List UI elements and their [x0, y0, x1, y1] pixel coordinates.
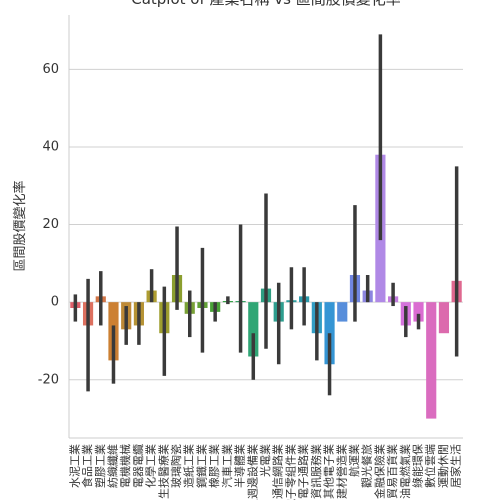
x-tick-label: 資訊服務業 — [309, 444, 323, 499]
x-tick-label: 玻璃陶瓷 — [169, 444, 183, 488]
x-tick-label: 造紙工業 — [182, 444, 196, 488]
x-tick-label: 通信網路業 — [271, 444, 285, 499]
bar — [248, 302, 259, 357]
x-tick-label: 數位雲端 — [423, 444, 437, 488]
x-tick-label: 半導體業 — [233, 444, 247, 488]
x-tick-label: 金融保險業 — [372, 444, 386, 499]
x-tick-label: 化學工業 — [144, 444, 158, 488]
x-tick-label: 觀光餐旅 — [360, 444, 374, 488]
x-tick-label: 居家生活 — [449, 444, 463, 488]
x-tick-label: 電器電纜 — [131, 444, 145, 488]
y-tick-label: 60 — [42, 62, 59, 77]
x-tick-label: 其他電子業 — [323, 444, 336, 499]
x-tick-label: 汽車工業 — [220, 444, 234, 488]
x-tick-label: 電腦及週邊設備業 — [245, 444, 259, 500]
bar — [438, 302, 450, 334]
y-tick-label: 20 — [42, 217, 59, 232]
x-tick-label: 航運業 — [347, 444, 361, 477]
y-tick-label: 0 — [51, 295, 59, 310]
x-tick-label: 貿易百貨業 — [385, 444, 399, 499]
x-tick-label: 鋼鐵工業 — [194, 444, 208, 488]
y-tick-label: 40 — [42, 139, 59, 154]
x-tick-label: 光電業 — [258, 444, 272, 477]
bar — [413, 302, 424, 322]
x-tick-label: 建材營造業 — [334, 444, 348, 499]
chart-title: Catplot of 產業名稱 vs 區間股價變化率 — [131, 0, 401, 8]
x-tick-label: 水泥工業 — [68, 444, 81, 488]
y-tick-label: -20 — [38, 372, 59, 387]
x-tick-label: 電機機械 — [118, 444, 132, 488]
bar — [337, 302, 348, 322]
bar — [426, 302, 437, 419]
x-tick-label: 生技醫療業 — [156, 444, 170, 499]
x-tick-label: 橡膠工業 — [208, 444, 221, 488]
x-tick-label: 油電燃氣業 — [398, 444, 412, 499]
x-tick-label: 紡織纖維 — [105, 444, 119, 488]
x-tick-label: 電子通路業 — [297, 444, 310, 499]
y-axis-label: 區間股價變化率 — [12, 180, 28, 271]
x-tick-label: 食品工業 — [80, 444, 94, 488]
x-tick-label: 綠能環保 — [411, 444, 425, 488]
x-tick-label: 運動休閒 — [436, 444, 450, 488]
x-tick-label: 塑膠工業 — [93, 444, 107, 488]
x-tick-label: 電子零組件業 — [284, 444, 297, 500]
